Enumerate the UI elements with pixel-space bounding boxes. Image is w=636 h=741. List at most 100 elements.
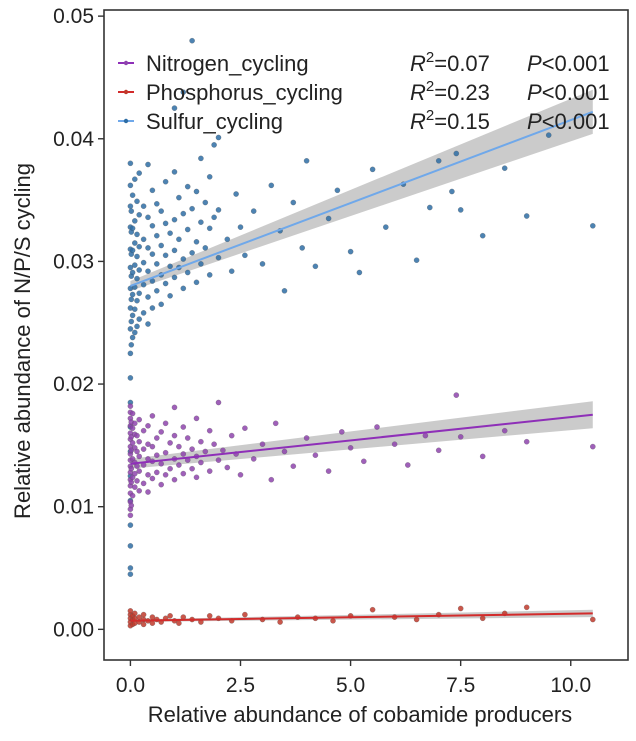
sulfur-cycling-point-32 bbox=[129, 225, 136, 232]
sulfur-cycling-point-96 bbox=[184, 269, 191, 276]
sulfur-cycling-point-19 bbox=[127, 160, 134, 167]
sulfur-cycling-point-141 bbox=[435, 158, 442, 164]
nitrogen-cycling-point-99 bbox=[259, 441, 266, 447]
sulfur-cycling-point-121 bbox=[237, 224, 244, 230]
nitrogen-cycling-point-88 bbox=[206, 427, 213, 434]
phosphorus-cycling-r2-text: R2=0.23 bbox=[410, 78, 490, 105]
sulfur-cycling-point-59 bbox=[145, 294, 151, 300]
sulfur-cycling-point-119 bbox=[228, 268, 235, 274]
phosphorus-cycling-point-24 bbox=[176, 620, 182, 626]
sulfur-cycling-point-122 bbox=[242, 252, 248, 259]
sulfur-cycling-point-88 bbox=[171, 105, 178, 111]
sulfur-cycling-point-135 bbox=[356, 269, 363, 276]
sulfur-cycling-point-112 bbox=[206, 174, 213, 180]
nitrogen-cycling-point-48 bbox=[145, 489, 151, 495]
phosphorus-cycling-point-43 bbox=[479, 615, 486, 622]
nitrogen-cycling-point-49 bbox=[145, 472, 151, 478]
nitrogen-cycling-point-68 bbox=[171, 476, 178, 483]
nitrogen-cycling-point-80 bbox=[189, 446, 195, 452]
phosphorus-cycling-point-22 bbox=[167, 613, 173, 619]
sulfur-cycling-point-75 bbox=[158, 242, 164, 249]
nitrogen-cycling-point-62 bbox=[158, 429, 164, 435]
nitrogen-cycling-point-108 bbox=[347, 445, 354, 451]
sulfur-cycling-point-37 bbox=[132, 262, 138, 268]
phosphorus-cycling-point-40 bbox=[413, 616, 420, 623]
phosphorus-cycling-point-33 bbox=[277, 619, 283, 625]
sulfur-cycling-point-66 bbox=[149, 251, 156, 257]
nitrogen-cycling-point-66 bbox=[167, 465, 173, 472]
nitrogen-cycling-point-65 bbox=[162, 420, 169, 427]
sulfur-cycling-point-148 bbox=[545, 132, 552, 138]
sulfur-cycling-point-14 bbox=[127, 264, 134, 271]
sulfur-cycling-point-21 bbox=[128, 318, 135, 325]
sulfur-cycling-legend-label: Sulfur_cycling bbox=[146, 109, 283, 134]
nitrogen-cycling-fit-line bbox=[130, 413, 593, 465]
nitrogen-cycling-point-53 bbox=[149, 475, 156, 482]
sulfur-cycling-fit-line bbox=[130, 110, 594, 287]
y-tick-label: 0.05 bbox=[53, 5, 94, 28]
nitrogen-cycling-point-58 bbox=[154, 452, 160, 458]
sulfur-cycling-point-31 bbox=[129, 247, 136, 254]
sulfur-cycling-point-86 bbox=[171, 216, 178, 223]
nitrogen-cycling-p-text: P<0.001 bbox=[527, 51, 610, 76]
sulfur-cycling-point-63 bbox=[145, 161, 151, 168]
x-tick-label: 0.0 bbox=[116, 674, 145, 697]
sulfur-cycling-point-33 bbox=[129, 192, 136, 198]
sulfur-cycling-point-128 bbox=[290, 199, 297, 206]
sulfur-cycling-point-83 bbox=[167, 230, 173, 236]
sulfur-cycling-point-64 bbox=[149, 305, 156, 311]
sulfur-cycling-point-44 bbox=[134, 253, 140, 260]
sulfur-cycling-point-145 bbox=[479, 232, 486, 239]
sulfur-cycling-point-54 bbox=[140, 281, 147, 288]
sulfur-cycling-point-117 bbox=[215, 134, 222, 141]
nitrogen-cycling-legend-marker bbox=[123, 60, 129, 66]
sulfur-cycling-point-82 bbox=[167, 263, 173, 270]
sulfur-cycling-point-77 bbox=[162, 280, 169, 287]
y-axis-title: Relative abundance of N/P/S cycling bbox=[10, 163, 35, 519]
nitrogen-cycling-point-19 bbox=[128, 465, 135, 472]
nitrogen-cycling-point-98 bbox=[250, 456, 257, 462]
sulfur-cycling-point-102 bbox=[193, 279, 200, 286]
x-tick-label: 7.5 bbox=[446, 674, 475, 697]
sulfur-cycling-point-127 bbox=[281, 288, 288, 294]
nitrogen-cycling-point-43 bbox=[136, 416, 142, 423]
nitrogen-cycling-point-96 bbox=[237, 472, 244, 478]
phosphorus-cycling-point-15 bbox=[140, 611, 147, 618]
sulfur-cycling-point-134 bbox=[347, 248, 354, 255]
sulfur-cycling-confidence-band bbox=[130, 89, 593, 291]
sulfur-cycling-point-90 bbox=[176, 236, 182, 243]
sulfur-cycling-point-99 bbox=[189, 250, 195, 256]
sulfur-cycling-point-133 bbox=[334, 187, 341, 194]
nitrogen-cycling-point-107 bbox=[339, 429, 345, 435]
regression-stats: R2=0.07 P<0.001 R2=0.23 P<0.001 R2=0.15 P<0.0… bbox=[410, 49, 610, 134]
nitrogen-cycling-point-84 bbox=[198, 459, 204, 466]
nitrogen-cycling-point-78 bbox=[184, 435, 191, 441]
sulfur-cycling-point-10 bbox=[127, 350, 134, 357]
sulfur-cycling-point-106 bbox=[198, 219, 204, 225]
phosphorus-cycling-point-42 bbox=[457, 605, 464, 612]
nitrogen-cycling-point-89 bbox=[211, 441, 217, 447]
nitrogen-cycling-point-97 bbox=[242, 425, 248, 431]
sulfur-cycling-point-52 bbox=[136, 170, 142, 176]
nitrogen-cycling-point-104 bbox=[303, 435, 310, 441]
sulfur-cycling-point-73 bbox=[158, 301, 164, 308]
phosphorus-cycling-point-38 bbox=[369, 606, 376, 613]
sulfur-cycling-point-104 bbox=[193, 188, 200, 195]
nitrogen-cycling-point-105 bbox=[312, 452, 319, 458]
sulfur-cycling-point-115 bbox=[215, 254, 222, 261]
nitrogen-cycling-point-118 bbox=[501, 427, 508, 434]
nitrogen-cycling-point-70 bbox=[171, 432, 178, 439]
nitrogen-cycling-point-113 bbox=[422, 432, 429, 439]
sulfur-cycling-point-93 bbox=[180, 256, 187, 262]
nitrogen-cycling-point-117 bbox=[479, 453, 486, 460]
sulfur-cycling-point-103 bbox=[193, 239, 200, 245]
sulfur-cycling-point-46 bbox=[134, 198, 140, 205]
sulfur-cycling-point-136 bbox=[369, 166, 376, 173]
nitrogen-cycling-point-73 bbox=[176, 443, 182, 450]
nitrogen-cycling-point-55 bbox=[149, 443, 156, 450]
sulfur-cycling-point-42 bbox=[134, 297, 140, 304]
sulfur-cycling-point-111 bbox=[206, 225, 213, 232]
sulfur-cycling-point-79 bbox=[162, 220, 169, 227]
nitrogen-cycling-point-72 bbox=[176, 462, 182, 468]
sulfur-cycling-point-43 bbox=[134, 275, 140, 282]
